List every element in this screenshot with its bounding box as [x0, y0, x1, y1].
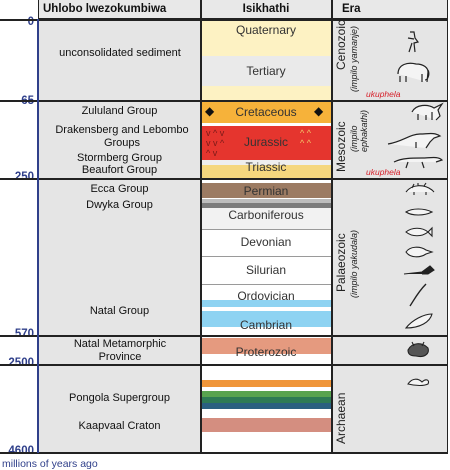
band-grey-1	[201, 199, 331, 203]
boundary-line	[0, 19, 448, 21]
boundary-line	[0, 335, 448, 337]
extinction-label-mesozoic: ukuphela	[366, 167, 401, 177]
period-silurian: Silurian	[245, 263, 287, 277]
axis-unit-label: millions of years ago	[2, 458, 98, 470]
era-palaeozoic-subtitle: (impilo yakudala)	[349, 229, 359, 298]
header-era: Era	[332, 0, 447, 19]
era-mesozoic: Mesozoic	[334, 121, 348, 172]
era-cenozoic-subtitle: (impilo yamanje)	[349, 25, 359, 92]
era-palaeozoic: Palaeozoic	[334, 233, 348, 292]
band-archaean-salmon	[201, 418, 331, 432]
band-archaean-blue	[201, 403, 331, 409]
year-4600: 4600	[8, 445, 34, 457]
boundary-line	[0, 178, 448, 180]
band-quaternary	[201, 19, 331, 41]
jurassic-texture: ^ ^ ^ ^	[300, 128, 311, 148]
period-carboniferous: Carboniferous	[228, 208, 304, 222]
band-archaean-green	[201, 391, 331, 397]
separator	[201, 256, 331, 257]
header-group: Uhlobo lwezokumbiwa	[39, 0, 200, 19]
band-proterozoic	[201, 338, 331, 354]
group-stormberg: Stormberg Group	[77, 152, 162, 164]
group-zululand: Zululand Group	[81, 105, 158, 117]
jawless-fish-icon	[405, 246, 434, 258]
group-dwyka: Dwyka Group	[86, 199, 153, 211]
band-jurassic	[201, 126, 331, 160]
boundary-line	[0, 364, 448, 366]
band-tertiary-bottom	[201, 86, 331, 100]
band-archaean-orange	[201, 380, 331, 387]
diamond-icon: ◆	[314, 104, 324, 118]
group-pongola: Pongola Supergroup	[69, 392, 170, 404]
group-beaufort: Beaufort Group	[81, 164, 158, 176]
group-kaapvaal: Kaapvaal Craton	[78, 420, 161, 432]
band-cretaceous	[201, 101, 331, 123]
band-tertiary-top	[201, 41, 331, 56]
boundary-line	[0, 452, 448, 454]
year-570: 570	[14, 328, 34, 340]
amphibian-icon	[405, 208, 434, 216]
period-ordovician: Ordovician	[237, 289, 295, 303]
band-triassic	[201, 165, 331, 178]
band-grey-2	[201, 203, 331, 208]
eurypterid-icon	[403, 265, 435, 275]
period-triassic: Triassic	[245, 160, 287, 174]
period-cambrian: Cambrian	[239, 318, 293, 332]
group-sediment: unconsolidated sediment	[59, 47, 181, 59]
period-proterozoic: Proterozoic	[235, 345, 297, 359]
period-tertiary: Tertiary	[246, 64, 286, 78]
year-0: 0	[27, 16, 34, 28]
group-natal-metamorphic: Natal Metamorphic Province	[73, 338, 167, 363]
band-carboniferous	[201, 208, 331, 230]
separator	[201, 229, 331, 230]
dinosaur-icon	[387, 132, 442, 149]
band-jurassic-gap	[201, 160, 331, 165]
extinction-label-cenozoic: ukuphela	[366, 89, 401, 99]
fish-icon	[405, 226, 433, 238]
period-permian: Permian	[243, 184, 289, 198]
reptile-icon	[393, 156, 444, 169]
header-period: Isikhathi	[201, 0, 331, 19]
boundary-line	[0, 100, 448, 102]
triceratops-icon	[411, 102, 444, 121]
period-cretaceous: Cretaceous	[235, 105, 297, 119]
era-mesozoic-subtitle: (impilo ephakathi)	[349, 109, 369, 152]
band-tertiary-mid	[201, 56, 331, 86]
column-divider	[200, 0, 202, 453]
diamond-icon: ◆	[205, 104, 215, 118]
group-ecca: Ecca Group	[90, 183, 149, 195]
group-natal: Natal Group	[89, 305, 150, 317]
group-column	[39, 19, 200, 452]
band-archaean-darkgreen	[201, 397, 331, 403]
trilobite-icon	[404, 313, 433, 329]
primitive-life-icon	[407, 341, 429, 358]
separator	[201, 284, 331, 285]
year-250: 250	[14, 171, 34, 183]
era-archaean: Archaean	[334, 392, 348, 444]
column-divider	[331, 0, 333, 453]
period-quaternary: Quaternary	[235, 23, 297, 37]
axis-line	[37, 19, 39, 453]
hominid-icon	[407, 31, 420, 53]
year-2500: 2500	[8, 357, 34, 369]
period-jurassic: Jurassic	[243, 135, 288, 149]
graptolite-icon	[409, 283, 427, 307]
period-devonian: Devonian	[240, 235, 292, 249]
band-permian	[201, 183, 331, 198]
microbe-icon	[407, 378, 430, 387]
mammoth-icon	[397, 62, 430, 83]
dimetrodon-icon	[405, 182, 435, 195]
group-drakensberg: Drakensberg and Lebombo Groups	[55, 124, 189, 149]
band-ordovician-cambrian	[201, 300, 331, 307]
band-cambrian	[201, 311, 331, 327]
era-cenozoic: Cenozoic	[334, 19, 348, 70]
